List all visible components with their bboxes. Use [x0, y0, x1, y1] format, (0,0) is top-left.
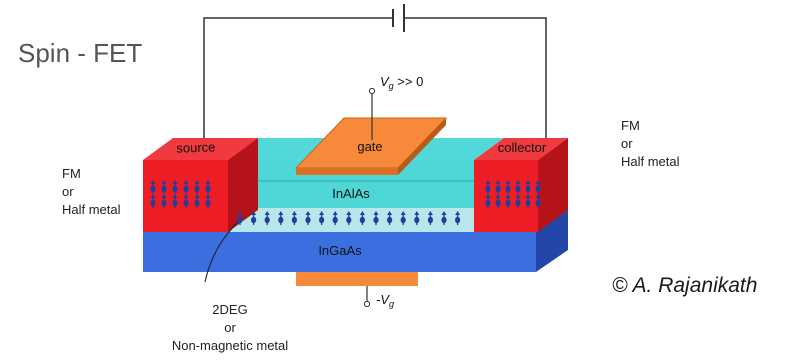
spin-arrow-icon [505, 180, 511, 194]
spin-arrow-icon [194, 180, 200, 194]
source-side-face [228, 138, 258, 232]
left-fm-label: FM or Half metal [62, 166, 121, 217]
source-spin-arrows [150, 180, 211, 208]
spin-arrow-icon [291, 211, 297, 225]
collector-side-face [538, 138, 568, 232]
spin-arrow-icon [515, 194, 521, 208]
spin-arrow-icon [359, 211, 365, 225]
spin-arrow-icon [150, 194, 156, 208]
spin-arrow-icon [427, 211, 433, 225]
right-fm-label: FM or Half metal [621, 118, 680, 169]
spin-arrow-icon [237, 211, 243, 225]
ingaas-label: InGaAs [318, 243, 362, 258]
title: Spin - FET [18, 38, 143, 68]
spin-arrow-icon [205, 194, 211, 208]
circuit-wires [203, 17, 547, 140]
spin-arrow-icon [495, 194, 501, 208]
spin-arrow-icon [525, 180, 531, 194]
vg-top-label: Vg >> 0 [380, 74, 423, 91]
spin-arrow-icon [161, 180, 167, 194]
spin-arrow-icon [535, 194, 541, 208]
spin-arrow-icon [319, 211, 325, 225]
spin-arrow-icon [172, 194, 178, 208]
spin-arrow-icon [495, 180, 501, 194]
collector-top-face [474, 138, 568, 160]
spin-arrow-icon [525, 194, 531, 208]
gate-side-face [398, 118, 446, 175]
spin-arrow-icon [455, 211, 461, 225]
spin-arrow-icon [305, 211, 311, 225]
ingaas-layer [143, 232, 536, 272]
collector-label: collector [498, 140, 547, 155]
gate-front-face [296, 168, 398, 175]
spin-arrow-icon [346, 211, 352, 225]
spin-arrow-icon [251, 211, 257, 225]
spin-arrow-icon [485, 180, 491, 194]
inalas-label: InAlAs [332, 186, 370, 201]
source-label: source [176, 139, 216, 155]
spin-arrow-icon [194, 194, 200, 208]
spin-arrow-icon [515, 180, 521, 194]
spin-arrow-icon [183, 180, 189, 194]
spin-arrow-icon [332, 211, 338, 225]
spin-arrow-icon [387, 211, 393, 225]
spin-arrow-icon [414, 211, 420, 225]
spin-arrow-icon [172, 180, 178, 194]
copyright-notice: © A. Rajanikath [612, 274, 758, 297]
vg-bottom-label: -Vg [376, 292, 394, 309]
spin-arrow-icon [205, 180, 211, 194]
channel-spin-arrows [237, 211, 461, 225]
spin-arrow-icon [441, 211, 447, 225]
terminal-icon [368, 87, 376, 95]
ingaas-side-face [536, 210, 568, 272]
spin-arrow-icon [183, 194, 189, 208]
terminal-icon [363, 300, 371, 308]
collector-spin-arrows [485, 180, 541, 208]
spin-arrow-icon [373, 211, 379, 225]
spin-arrow-icon [505, 194, 511, 208]
2deg-label: 2DEG or Non-magnetic metal [171, 302, 289, 353]
spin-arrow-icon [161, 194, 167, 208]
2deg-pointer [204, 221, 239, 283]
spin-arrow-icon [535, 180, 541, 194]
spin-arrow-icon [485, 194, 491, 208]
source-top-face [143, 138, 258, 160]
back-gate [296, 272, 418, 286]
spin-arrow-icon [150, 180, 156, 194]
spin-arrow-icon [264, 211, 270, 225]
battery-icon [392, 4, 405, 32]
gate-label: gate [357, 139, 382, 154]
spin-arrow-icon [278, 211, 284, 225]
spin-arrow-icon [400, 211, 406, 225]
